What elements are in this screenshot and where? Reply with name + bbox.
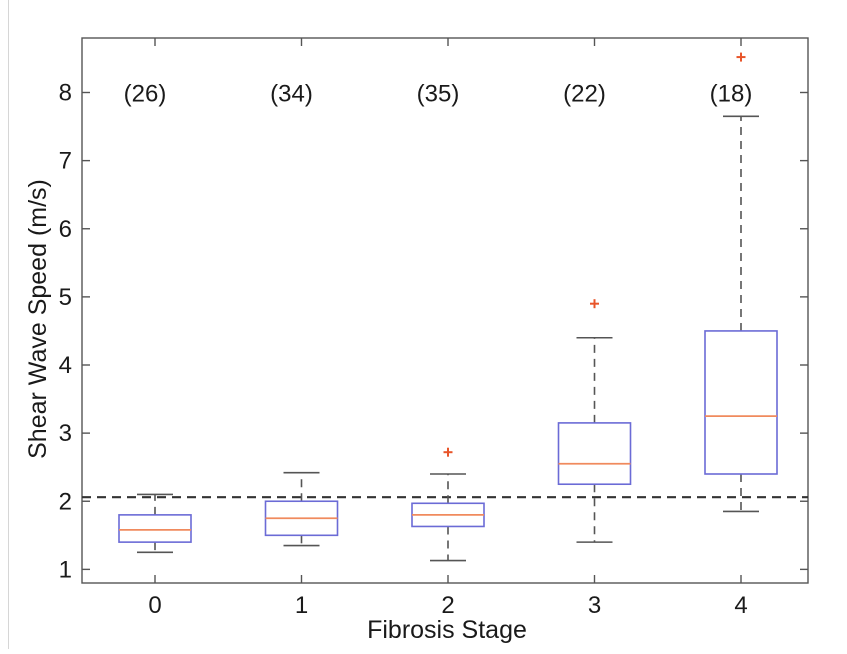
box-4 bbox=[704, 330, 778, 475]
y-tick-label-3: 3 bbox=[59, 420, 72, 447]
left-border bbox=[8, 0, 9, 649]
x-tick-label-4: 4 bbox=[734, 592, 747, 619]
outlier-4-0 bbox=[736, 52, 746, 62]
count-label-4: (18) bbox=[710, 81, 753, 108]
y-tick-label-5: 5 bbox=[59, 284, 72, 311]
box-0 bbox=[118, 514, 192, 543]
outlier-2-0 bbox=[443, 447, 453, 457]
x-tick-label-0: 0 bbox=[148, 592, 161, 619]
count-label-2: (35) bbox=[417, 81, 460, 108]
x-tick-label-3: 3 bbox=[588, 592, 601, 619]
x-axis-label: Fibrosis Stage bbox=[367, 616, 527, 644]
x-tick-label-2: 2 bbox=[441, 592, 454, 619]
count-label-1: (34) bbox=[270, 81, 313, 108]
y-tick-label-7: 7 bbox=[59, 148, 72, 175]
outlier-3-0 bbox=[590, 299, 599, 309]
count-label-3: (22) bbox=[563, 81, 606, 108]
box-3 bbox=[557, 422, 632, 486]
y-tick-label-4: 4 bbox=[59, 352, 72, 379]
y-tick-label-6: 6 bbox=[59, 216, 72, 243]
y-tick-label-8: 8 bbox=[59, 80, 72, 107]
y-axis-label: Shear Wave Speed (m/s) bbox=[24, 179, 52, 459]
count-label-0: (26) bbox=[124, 81, 167, 108]
plot-area-frame bbox=[81, 37, 809, 584]
y-tick-label-1: 1 bbox=[59, 556, 72, 583]
x-tick-label-1: 1 bbox=[295, 592, 308, 619]
y-tick-label-2: 2 bbox=[59, 488, 72, 515]
